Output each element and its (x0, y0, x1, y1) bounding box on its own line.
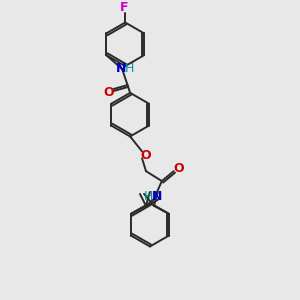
Text: O: O (103, 86, 114, 99)
Text: O: O (141, 149, 151, 162)
Text: H: H (124, 61, 134, 75)
Text: N: N (116, 61, 126, 75)
Text: N: N (152, 190, 162, 203)
Text: H: H (143, 190, 153, 203)
Text: O: O (173, 162, 184, 175)
Text: F: F (120, 1, 128, 14)
